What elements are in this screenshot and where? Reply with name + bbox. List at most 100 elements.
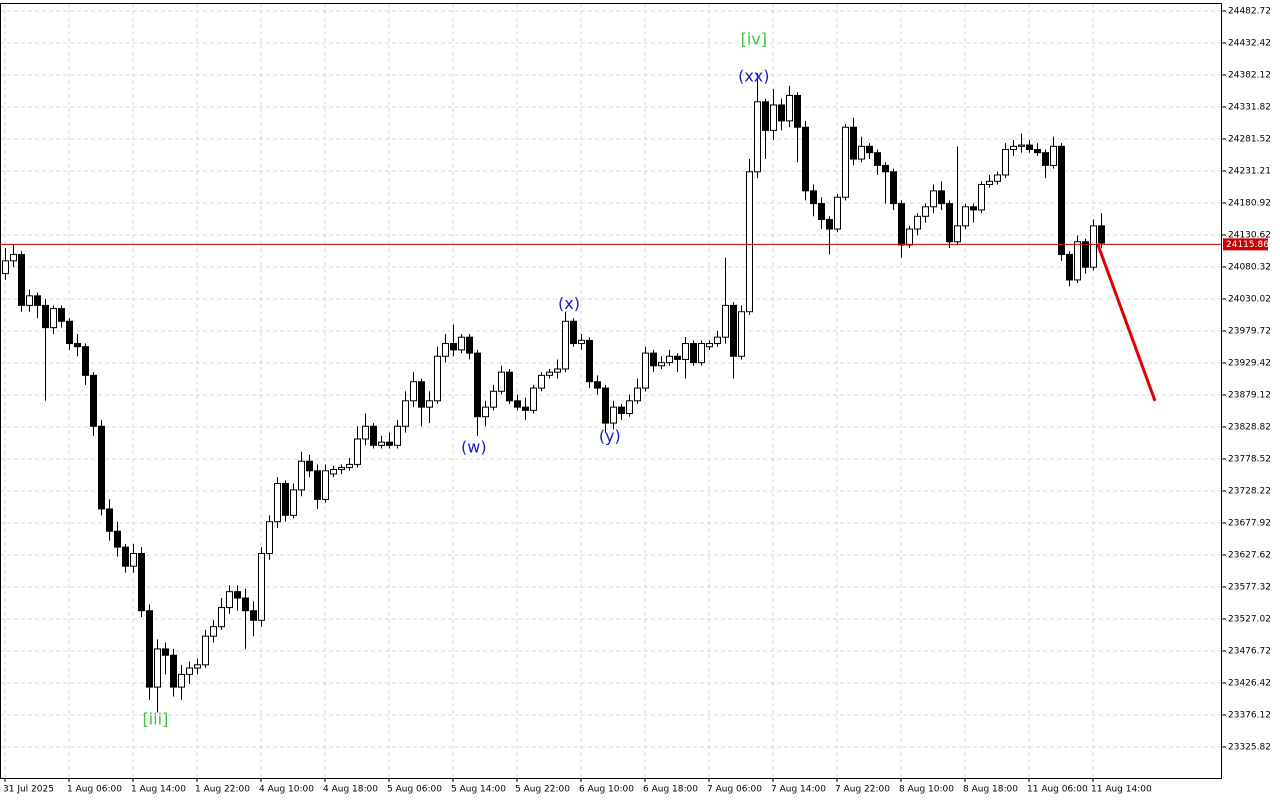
candle-body [474, 352, 481, 418]
y-tick-label: 24180.92 [1228, 198, 1271, 208]
candle-body [154, 648, 161, 688]
y-tick-label: 24030.02 [1228, 294, 1271, 304]
y-tick-label: 23778.52 [1228, 454, 1271, 464]
y-tick-label: 24331.82 [1228, 102, 1271, 112]
wave-label: (xx) [738, 66, 769, 85]
candle-body [562, 320, 569, 370]
candle-body [642, 352, 649, 389]
candle-body [378, 441, 385, 446]
wave-label: (x) [558, 294, 580, 313]
candle-body [226, 591, 233, 609]
candle-body [98, 425, 105, 510]
candle-body [610, 406, 617, 424]
candle-body [58, 308, 65, 322]
candle-body [402, 400, 409, 427]
candle-body [370, 425, 377, 446]
candle-body [1026, 144, 1033, 151]
candle-body [66, 320, 73, 345]
y-tick-label: 23929.42 [1228, 358, 1271, 368]
candle-body [834, 196, 841, 230]
candle-body [866, 145, 873, 154]
candle-body [922, 206, 929, 217]
x-tick-label: 1 Aug 06:00 [67, 785, 122, 795]
candle-body [850, 126, 857, 160]
candle-body [186, 667, 193, 675]
candle-body [506, 371, 513, 402]
y-tick-label: 24281.52 [1228, 134, 1271, 144]
x-tick-label: 7 Aug 14:00 [771, 785, 826, 795]
candle-body [122, 546, 129, 567]
x-tick-label: 1 Aug 14:00 [131, 785, 186, 795]
candle-body [546, 371, 553, 376]
x-tick-label: 4 Aug 18:00 [323, 785, 378, 795]
candle-body [874, 152, 881, 166]
candle-body [770, 104, 777, 131]
candle-body [666, 355, 673, 364]
candle-body [1082, 241, 1089, 268]
candle-body [602, 387, 609, 424]
candle-body [218, 607, 225, 628]
y-tick-label: 23879.12 [1228, 390, 1271, 400]
candle-body [10, 253, 17, 262]
candle-body [514, 400, 521, 408]
candle-body [1050, 145, 1057, 166]
candle-body [578, 339, 585, 345]
candle-body [1010, 145, 1017, 151]
candle-body [466, 336, 473, 354]
wave-label: [iv] [741, 30, 767, 49]
candle-body [274, 483, 281, 523]
candle-body [882, 164, 889, 173]
x-tick-label: 11 Aug 14:00 [1091, 785, 1152, 795]
candle-body [114, 530, 121, 548]
candle-body [418, 381, 425, 408]
candle-body [1042, 152, 1049, 166]
candle-body [1098, 225, 1105, 244]
y-tick-label: 23677.92 [1228, 518, 1271, 528]
candle-body [266, 521, 273, 554]
candle-body [906, 228, 913, 246]
candle-body [938, 190, 945, 205]
x-tick-label: 5 Aug 22:00 [515, 785, 570, 795]
candle-body [282, 483, 289, 516]
candle-body [1002, 149, 1009, 176]
candle-body [682, 343, 689, 360]
candle-body [1066, 253, 1073, 281]
candle-body [994, 174, 1001, 182]
candle-body [978, 183, 985, 211]
candle-body [898, 203, 905, 246]
x-tick-label: 8 Aug 10:00 [899, 785, 954, 795]
candle-body [498, 371, 505, 392]
candle-body [762, 101, 769, 131]
candle-body [674, 355, 681, 360]
candle-body [722, 304, 729, 338]
candle-body [306, 460, 313, 472]
candle-body [570, 320, 577, 345]
current-price-tag [1223, 238, 1268, 251]
candle-body [714, 336, 721, 345]
candle-body [74, 343, 81, 348]
candle-body [330, 469, 337, 475]
candle-body [258, 552, 265, 621]
y-tick-label: 23527.02 [1228, 614, 1271, 624]
y-tick-label: 24130.62 [1228, 230, 1271, 240]
x-tick-label: 7 Aug 06:00 [707, 785, 762, 795]
candle-body [538, 374, 545, 389]
candle-body [202, 635, 209, 666]
candle-body [746, 171, 753, 313]
candle-body [130, 552, 137, 567]
y-tick-label: 23627.62 [1228, 550, 1271, 560]
wave-label: (w) [461, 437, 487, 456]
candle-body [802, 126, 809, 192]
wave-label: (y) [599, 427, 621, 446]
candle-body [962, 206, 969, 227]
candle-body [138, 552, 145, 612]
forecast-line [1096, 243, 1157, 402]
x-tick-label: 31 Jul 2025 [3, 785, 54, 795]
candle-body [842, 126, 849, 198]
candle-body [394, 425, 401, 446]
y-tick-label: 24080.32 [1228, 262, 1271, 272]
candle-body [618, 406, 625, 415]
candle-body [930, 190, 937, 208]
y-tick-label: 23476.72 [1228, 646, 1271, 656]
y-tick-label: 23828.82 [1228, 422, 1271, 432]
